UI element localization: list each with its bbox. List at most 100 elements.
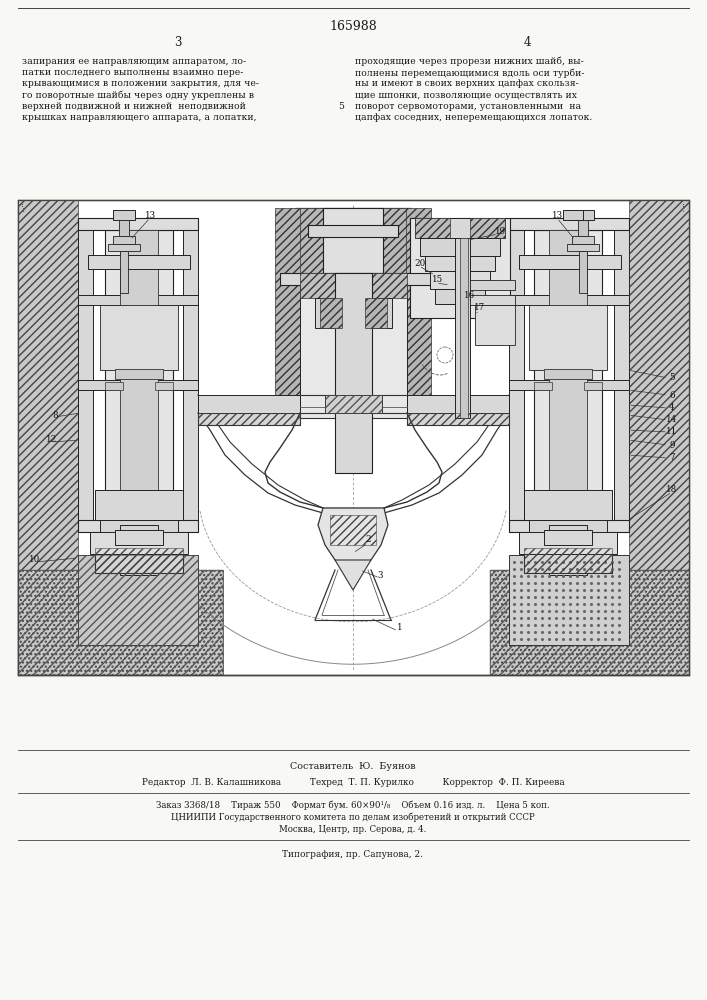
Bar: [524, 548, 612, 573]
Bar: [120, 251, 128, 293]
Bar: [100, 305, 178, 370]
Bar: [95, 490, 183, 520]
Bar: [295, 208, 323, 273]
Bar: [88, 255, 190, 269]
Bar: [105, 382, 123, 390]
Bar: [572, 210, 594, 220]
Bar: [509, 520, 629, 532]
Bar: [105, 230, 173, 525]
Bar: [325, 395, 382, 413]
Bar: [18, 200, 689, 675]
Bar: [475, 305, 515, 345]
Text: 13: 13: [551, 212, 563, 221]
Bar: [534, 230, 602, 525]
Bar: [78, 555, 198, 645]
Text: проходящие через прорези нижних шайб, вы-: проходящие через прорези нижних шайб, вы…: [355, 57, 584, 66]
Bar: [410, 218, 510, 318]
Bar: [315, 298, 392, 328]
Text: 5: 5: [338, 102, 344, 111]
Bar: [300, 273, 407, 298]
Bar: [335, 273, 372, 473]
Bar: [18, 200, 78, 630]
Bar: [490, 570, 689, 675]
Bar: [330, 515, 376, 545]
Bar: [509, 230, 524, 520]
Text: 8: 8: [52, 410, 58, 420]
Text: 3: 3: [378, 570, 382, 580]
Text: 19: 19: [494, 228, 506, 236]
Bar: [509, 295, 629, 305]
Bar: [280, 273, 475, 285]
Bar: [470, 280, 515, 290]
Bar: [198, 395, 300, 413]
Bar: [567, 244, 599, 251]
Bar: [529, 520, 607, 570]
Bar: [18, 570, 223, 675]
Text: 7: 7: [670, 454, 674, 462]
Bar: [509, 555, 629, 645]
Bar: [490, 570, 689, 675]
Bar: [113, 210, 135, 220]
Bar: [415, 218, 450, 238]
Text: Типография, пр. Сапунова, 2.: Типография, пр. Сапунова, 2.: [283, 850, 423, 859]
Bar: [544, 369, 592, 379]
Text: патки последнего выполнены взаимно пере-: патки последнего выполнены взаимно пере-: [22, 68, 243, 77]
Text: 4: 4: [523, 35, 531, 48]
Text: запирания ее направляющим аппаратом, ло-: запирания ее направляющим аппаратом, ло-: [22, 57, 246, 66]
Bar: [430, 271, 490, 289]
Text: щие шпонки, позволяющие осуществлять их: щие шпонки, позволяющие осуществлять их: [355, 91, 577, 100]
Bar: [300, 273, 407, 418]
Bar: [18, 570, 223, 675]
Text: 15: 15: [431, 275, 443, 284]
Bar: [113, 236, 135, 244]
Text: ны и имеют в своих верхних цапфах скользя-: ны и имеют в своих верхних цапфах скольз…: [355, 79, 579, 88]
Text: :: :: [682, 205, 685, 214]
Bar: [534, 382, 552, 390]
Bar: [115, 369, 163, 379]
Bar: [120, 525, 158, 575]
Bar: [579, 251, 587, 293]
Bar: [407, 413, 509, 425]
Bar: [519, 255, 621, 269]
Text: 16: 16: [464, 290, 476, 300]
Bar: [470, 295, 515, 305]
Bar: [584, 382, 602, 390]
Bar: [320, 298, 342, 328]
Bar: [119, 220, 129, 236]
Text: 12: 12: [47, 436, 58, 444]
Bar: [78, 218, 198, 230]
Text: цапфах соседних, неперемещающихся лопаток.: цапфах соседних, неперемещающихся лопато…: [355, 113, 592, 122]
Bar: [183, 230, 198, 520]
Text: 18: 18: [667, 486, 677, 494]
Bar: [455, 238, 470, 418]
Text: 165988: 165988: [329, 20, 377, 33]
Text: 14: 14: [666, 416, 678, 424]
Bar: [549, 230, 587, 525]
Bar: [420, 238, 500, 256]
Text: верхней подвижной и нижней  неподвижной: верхней подвижной и нижней неподвижной: [22, 102, 246, 111]
Bar: [524, 548, 612, 573]
Bar: [308, 225, 398, 237]
Text: поворот сервомоторами, установленными  на: поворот сервомоторами, установленными на: [355, 102, 581, 111]
Bar: [407, 395, 509, 413]
Text: полнены перемещающимися вдоль оси турби-: полнены перемещающимися вдоль оси турби-: [355, 68, 585, 78]
Bar: [78, 520, 198, 532]
Bar: [509, 380, 629, 390]
Text: 10: 10: [30, 556, 40, 564]
Text: 6: 6: [670, 390, 674, 399]
Text: ЦНИИПИ Государственного комитета по делам изобретений и открытий СССР: ЦНИИПИ Государственного комитета по дела…: [171, 813, 535, 822]
Bar: [198, 413, 300, 425]
Text: :: :: [22, 205, 25, 214]
Bar: [572, 236, 594, 244]
Bar: [78, 230, 93, 520]
Bar: [563, 210, 583, 220]
Text: 5: 5: [670, 373, 674, 382]
Text: 17: 17: [474, 304, 486, 312]
Bar: [78, 380, 198, 390]
Text: го поворотные шайбы через одну укреплены в: го поворотные шайбы через одну укреплены…: [22, 91, 254, 100]
Bar: [100, 520, 178, 570]
Bar: [108, 244, 140, 251]
Polygon shape: [318, 508, 388, 570]
Bar: [629, 200, 689, 630]
Bar: [95, 548, 183, 573]
